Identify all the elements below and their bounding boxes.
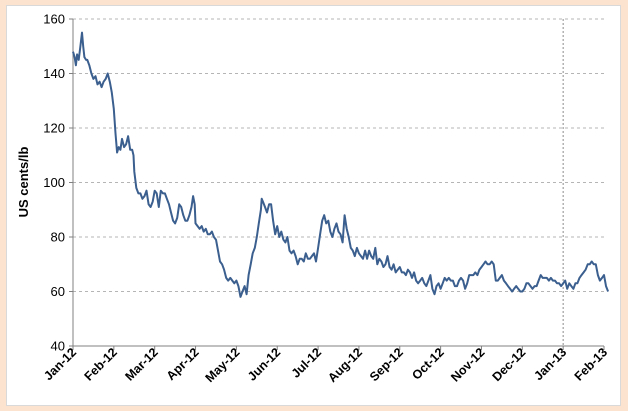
- x-tick-label: Jun-12: [245, 345, 283, 383]
- x-tick-label: Feb-12: [82, 345, 120, 383]
- y-tick-label: 160: [43, 12, 65, 27]
- gridlines: [73, 18, 604, 292]
- x-tick-label: Apr-12: [164, 345, 202, 383]
- x-tick-label: Feb-13: [572, 345, 610, 383]
- x-tick-label: Jan-13: [531, 345, 569, 383]
- y-tick-label: 80: [51, 230, 65, 245]
- y-axis-label: US cents/lb: [16, 147, 31, 218]
- x-tick-label: Mar-12: [122, 345, 160, 383]
- y-tick-label: 120: [43, 121, 65, 136]
- x-tick-label: Aug-12: [325, 345, 365, 385]
- x-tick-label: Jul-12: [289, 345, 324, 380]
- x-tick-label: Oct-12: [409, 345, 446, 382]
- y-tick-label: 100: [43, 175, 65, 190]
- x-tick-label: May-12: [203, 345, 243, 385]
- x-tick-label: Sep-12: [367, 345, 406, 384]
- x-tick-label: Dec-12: [490, 345, 529, 384]
- x-tick-label: Nov-12: [448, 345, 487, 384]
- x-tick-labels: Jan-12 Feb-12 Mar-12 Apr-12 May-12 Jun-12 Jul-…: [41, 345, 610, 385]
- y-tick-label: 140: [43, 66, 65, 81]
- line-chart: 40 60 80 100 120 140 160 Jan-12 Feb-12 Mar-12 Apr…: [16, 12, 610, 386]
- chart-frame: 40 60 80 100 120 140 160 Jan-12 Feb-12 Mar-12 Apr…: [6, 5, 621, 406]
- price-series-line: [72, 31, 610, 298]
- y-tick-label: 60: [51, 284, 65, 299]
- y-tick-labels: 40 60 80 100 120 140 160: [43, 12, 65, 354]
- axes: [69, 18, 605, 350]
- y-tick-label: 40: [51, 339, 65, 354]
